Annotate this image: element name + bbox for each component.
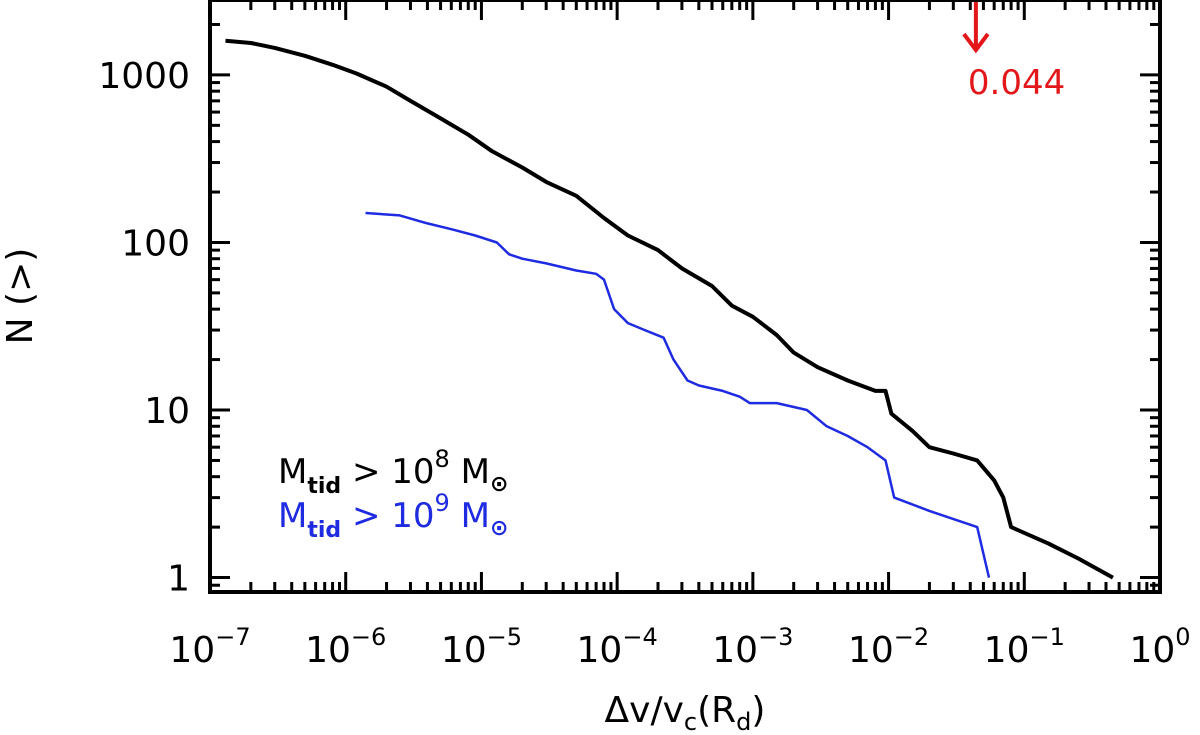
y-axis-title: N (>) [0, 248, 41, 345]
y-tick-labels: 1 10 100 1000 [98, 56, 190, 600]
x-tick-label: 100 [1129, 623, 1190, 671]
y-tick-label: 10 [144, 391, 190, 432]
series-line-black [225, 38, 1114, 580]
x-tick-label: 10−6 [305, 623, 386, 671]
y-tick-label: 1000 [98, 56, 190, 97]
legend: Mtid > 108 M⊙ Mtid > 109 M⊙ [278, 445, 508, 543]
legend-entry-black: Mtid > 108 M⊙ [278, 445, 508, 499]
x-tick-label: 10−2 [848, 623, 929, 671]
x-tick-labels: 10−7 10−6 10−5 10−4 10−3 10−2 10−1 100 [169, 623, 1190, 671]
legend-entry-blue: Mtid > 109 M⊙ [278, 489, 508, 543]
plot-frame [208, 0, 1162, 594]
x-tick-label: 10−1 [984, 623, 1065, 671]
y-tick-label: 1 [167, 559, 190, 600]
y-tick-label: 100 [121, 223, 190, 264]
x-tick-label: 10−3 [712, 623, 793, 671]
series-line-blue [365, 211, 991, 578]
annotation-label: 0.044 [968, 63, 1065, 103]
x-tick-label: 10−4 [577, 623, 658, 671]
x-axis-title: Δv/vc(Rd) [605, 690, 766, 735]
series-lines [225, 38, 1114, 580]
x-tick-label: 10−7 [169, 623, 250, 671]
x-tick-label: 10−5 [441, 623, 522, 671]
annotation-0044: 0.044 [962, 2, 1065, 103]
down-arrow-icon [962, 32, 990, 54]
